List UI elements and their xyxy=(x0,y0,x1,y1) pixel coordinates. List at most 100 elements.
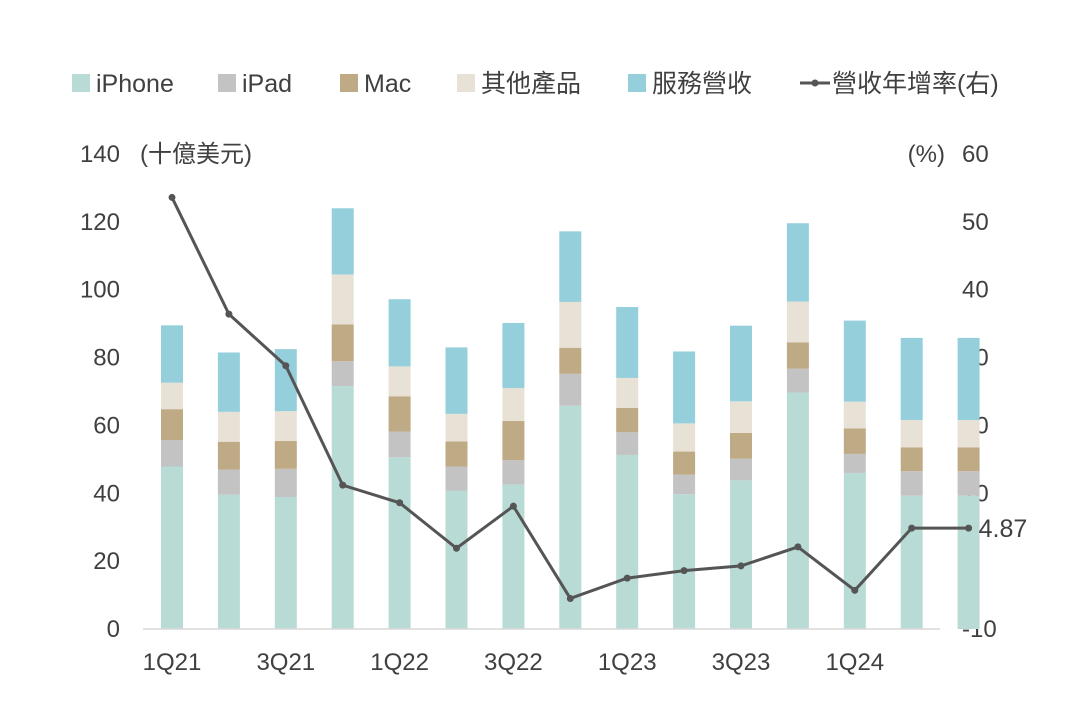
bar-segment-3 xyxy=(445,413,468,442)
bar-segment-4 xyxy=(559,231,582,302)
bar-segment-4 xyxy=(730,325,752,402)
bar-segment-2 xyxy=(786,342,809,369)
bar-segment-1 xyxy=(616,432,639,455)
bar-segment-4 xyxy=(217,352,240,412)
bar-segment-3 xyxy=(502,388,525,422)
growth-line-point xyxy=(851,586,859,594)
growth-line-point xyxy=(453,544,460,552)
left-tick-label: 100 xyxy=(80,277,120,304)
left-tick-label: 60 xyxy=(93,412,120,439)
bar-segment-0 xyxy=(843,472,866,629)
growth-line-point xyxy=(396,499,404,507)
bar-segment-3 xyxy=(161,382,183,410)
bar-segment-4 xyxy=(957,337,980,420)
bar-segment-1 xyxy=(843,453,866,473)
bar-segment-1 xyxy=(559,373,582,406)
bar-segment-1 xyxy=(957,471,980,496)
bar-segment-3 xyxy=(616,377,639,408)
bar-segment-1 xyxy=(900,471,923,496)
bar-segment-3 xyxy=(559,301,582,348)
bar-segment-4 xyxy=(274,349,297,412)
left-tick-label: 140 xyxy=(80,141,120,168)
growth-line-point xyxy=(566,594,574,602)
left-tick-label: 20 xyxy=(93,548,120,575)
left-tick-label: 80 xyxy=(93,345,120,372)
left-tick-label: 40 xyxy=(93,480,120,507)
bar-segment-0 xyxy=(274,497,297,629)
growth-line-point xyxy=(965,524,973,532)
bar-segment-4 xyxy=(388,299,411,367)
bar-segment-1 xyxy=(445,466,468,491)
bar-segment-2 xyxy=(900,447,923,472)
bar-segment-2 xyxy=(957,447,980,472)
bar-segment-2 xyxy=(502,421,525,461)
bar-segment-2 xyxy=(673,451,696,475)
bar-segment-1 xyxy=(331,361,354,387)
bar-segment-0 xyxy=(957,495,980,629)
bar-segment-0 xyxy=(217,494,240,629)
bar-segment-0 xyxy=(331,386,354,629)
growth-line-point xyxy=(168,193,176,201)
bar-segment-4 xyxy=(673,351,696,424)
growth-line-data-label: 4.87 xyxy=(979,515,1028,543)
left-tick-label: 120 xyxy=(80,209,120,236)
bar-segment-2 xyxy=(331,324,354,362)
bar-segment-3 xyxy=(217,411,240,442)
right-tick-label: 60 xyxy=(962,141,989,168)
x-tick-label: 3Q23 xyxy=(712,649,771,676)
legend-label: iPad xyxy=(242,70,292,98)
right-tick-label: 50 xyxy=(962,209,989,236)
bar-segment-2 xyxy=(445,441,468,467)
bar-segment-1 xyxy=(502,460,525,485)
right-axis-unit-label: (%) xyxy=(908,141,945,168)
bar-segment-3 xyxy=(957,420,980,448)
right-tick-label: 40 xyxy=(962,277,989,304)
legend-swatch xyxy=(457,74,475,92)
left-tick-label: 0 xyxy=(107,616,120,643)
bar-segment-2 xyxy=(274,441,297,469)
x-tick-label: 1Q23 xyxy=(598,649,657,676)
legend-swatch xyxy=(628,74,646,92)
legend-line-marker xyxy=(811,79,819,87)
growth-line: 4.87 xyxy=(168,193,1028,602)
bar-segment-4 xyxy=(502,322,525,389)
bar-segment-2 xyxy=(730,432,752,459)
bar-segment-2 xyxy=(217,441,240,470)
legend-label: 營收年增率(右) xyxy=(832,70,999,98)
bar-segment-0 xyxy=(616,454,639,629)
bar-segment-0 xyxy=(559,405,582,629)
legend-label: 其他產品 xyxy=(481,70,581,98)
bar-segment-0 xyxy=(502,484,525,629)
growth-line-point xyxy=(509,502,517,510)
bar-segment-2 xyxy=(559,347,582,374)
bar-segment-3 xyxy=(331,274,354,325)
growth-line-point xyxy=(794,543,802,551)
bar-segment-1 xyxy=(786,368,809,393)
bar-segment-3 xyxy=(843,401,866,429)
bar-segment-3 xyxy=(388,366,411,397)
growth-line-point xyxy=(282,362,290,370)
bars xyxy=(161,208,980,629)
bar-segment-1 xyxy=(673,474,696,495)
legend-swatch xyxy=(218,74,236,92)
bar-segment-4 xyxy=(900,337,923,420)
left-axis: 0 20 40 60 80 100 120 140 xyxy=(80,141,120,643)
growth-line-point xyxy=(680,567,688,575)
x-tick-label: 3Q21 xyxy=(256,649,315,676)
legend-label: iPhone xyxy=(96,70,174,98)
bar-segment-0 xyxy=(673,494,696,629)
bar-segment-2 xyxy=(843,428,866,454)
bar-segment-4 xyxy=(843,320,866,402)
x-tick-label: 1Q21 xyxy=(143,649,202,676)
growth-line-point xyxy=(623,574,631,582)
bar-segment-4 xyxy=(786,223,809,302)
x-tick-label: 1Q22 xyxy=(370,649,429,676)
bar-segment-1 xyxy=(388,431,411,458)
bar-segment-0 xyxy=(730,480,752,629)
bar-segment-3 xyxy=(274,411,297,442)
bar-segment-4 xyxy=(161,325,183,383)
bar-segment-0 xyxy=(388,457,411,629)
legend-swatch xyxy=(340,74,358,92)
growth-line-point xyxy=(339,481,347,489)
